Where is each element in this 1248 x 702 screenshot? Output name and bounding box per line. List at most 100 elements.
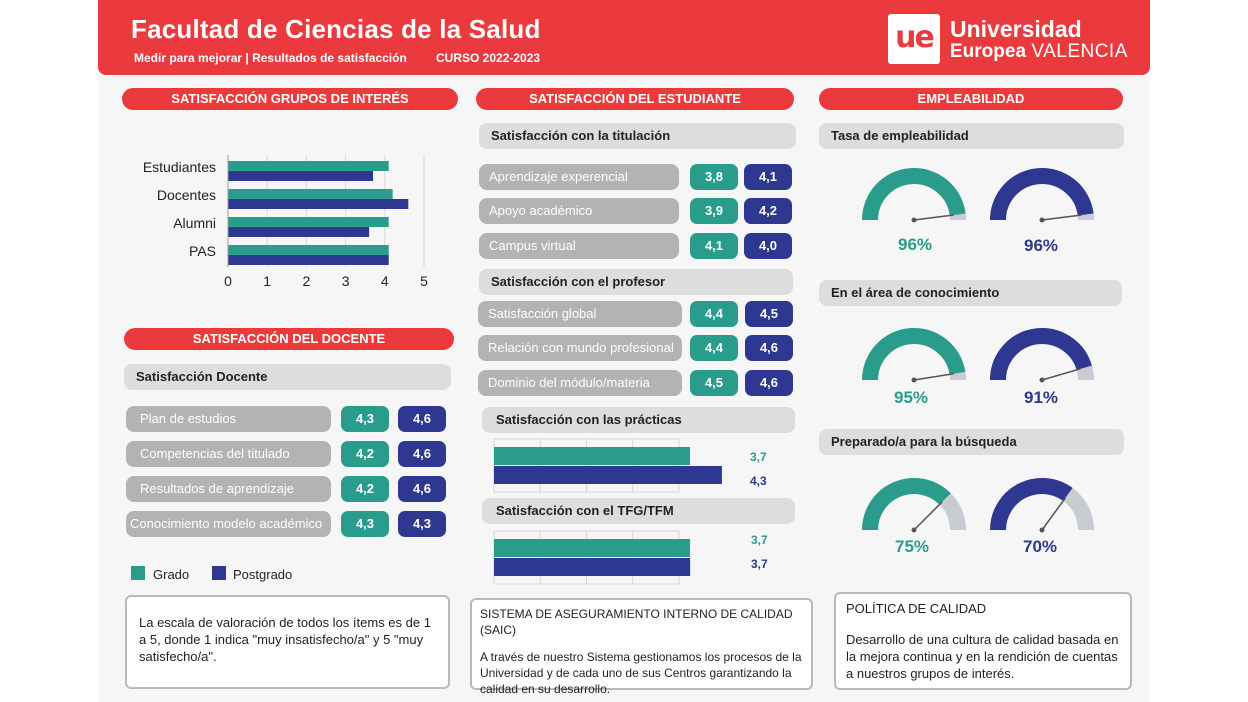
docente-postgrado-value: 4,6 xyxy=(398,441,446,467)
docente-row-label: Plan de estudios xyxy=(126,406,331,432)
titulacion-grado-value: 3,9 xyxy=(690,198,738,224)
tfg-subheader: Satisfacción con el TFG/TFM xyxy=(482,498,795,524)
saic-title: SISTEMA DE ASEGURAMIENTO INTERNO DE CALI… xyxy=(480,607,793,637)
grupos-bar-chart: 0 1 2 3 4 5 Estudiantes Docentes Alumni PAS xyxy=(143,155,428,289)
gauge-hub xyxy=(911,377,917,383)
gauge-needle xyxy=(913,373,954,381)
politica-note: POLÍTICA DE CALIDAD Desarrollo de una cu… xyxy=(834,592,1132,690)
section-grupos-title: SATISFACCIÓN GRUPOS DE INTERÉS xyxy=(122,88,458,110)
gauge-tasa-postgrado-value: 96% xyxy=(1023,236,1059,255)
titulacion-postgrado-value: 4,1 xyxy=(744,164,792,190)
politica-title: POLÍTICA DE CALIDAD xyxy=(846,601,987,616)
category-label: Docentes xyxy=(157,187,216,203)
gauge-hub xyxy=(1039,217,1045,223)
docente-row-label: Resultados de aprendizaje xyxy=(126,476,331,502)
docente-postgrado-value: 4,6 xyxy=(398,406,446,432)
gauge-tasa-grado xyxy=(862,168,966,223)
x-tick-label: 3 xyxy=(342,273,350,289)
gauge-hub xyxy=(911,527,917,533)
x-tick-label: 1 xyxy=(263,273,271,289)
tfg-postgrado-label: 3,7 xyxy=(751,557,768,571)
gauge-subheader: Preparado/a para la búsqueda xyxy=(819,429,1124,455)
titulacion-row-label: Apoyo académico xyxy=(479,198,679,224)
bar-postgrado xyxy=(228,171,374,181)
logo-europea: Europea xyxy=(950,41,1027,62)
course-year: CURSO 2022-2023 xyxy=(436,51,541,65)
bar-grado xyxy=(228,189,393,199)
profesor-subheader: Satisfacción con el profesor xyxy=(479,269,793,295)
section-docente-title: SATISFACCIÓN DEL DOCENTE xyxy=(124,328,454,350)
profesor-postgrado-value: 4,6 xyxy=(745,335,793,361)
university-logo-mark: ue xyxy=(888,14,940,64)
gauge-busqueda-grado xyxy=(862,478,966,533)
gauge-needle xyxy=(1041,214,1082,221)
scale-note-text: La escala de valoración de todos los íte… xyxy=(139,615,431,664)
bar-postgrado xyxy=(228,255,389,265)
profesor-row-label: Dominio del módulo/materia xyxy=(478,370,682,396)
gauge-needle xyxy=(913,214,954,221)
bar-grado xyxy=(494,447,691,465)
profesor-postgrado-value: 4,5 xyxy=(745,301,793,327)
gauge-area-postgrado xyxy=(990,328,1094,383)
category-label: PAS xyxy=(189,243,216,259)
legend-grado-swatch xyxy=(131,566,145,580)
saic-note: SISTEMA DE ASEGURAMIENTO INTERNO DE CALI… xyxy=(470,598,813,696)
titulacion-postgrado-value: 4,0 xyxy=(744,233,792,259)
section-estudiante-title: SATISFACCIÓN DEL ESTUDIANTE xyxy=(476,88,794,110)
profesor-row-label: Relación con mundo profesional xyxy=(478,335,682,361)
profesor-postgrado-value: 4,6 xyxy=(745,370,793,396)
practicas-grado-label: 3,7 xyxy=(750,450,767,464)
titulacion-subheader: Satisfacción con la titulación xyxy=(479,123,796,149)
tfg-bar-chart xyxy=(493,530,691,585)
gauge-fill xyxy=(862,328,966,381)
x-tick-label: 2 xyxy=(303,273,311,289)
docente-grado-value: 4,3 xyxy=(341,511,389,537)
docente-grado-value: 4,3 xyxy=(341,406,389,432)
profesor-grado-value: 4,4 xyxy=(690,335,738,361)
profesor-row-label: Satisfacción global xyxy=(478,301,682,327)
gauge-fill xyxy=(862,168,966,221)
bar-postgrado xyxy=(228,227,370,237)
docente-row-label: Conocimiento modelo académico xyxy=(126,511,331,537)
section-empleabilidad-title: EMPLEABILIDAD xyxy=(819,88,1123,110)
docente-grado-value: 4,2 xyxy=(341,441,389,467)
gauge-fill xyxy=(990,478,1073,531)
gauge-busqueda-grado-value: 75% xyxy=(894,537,930,556)
x-tick-label: 0 xyxy=(224,273,232,289)
profesor-grado-value: 4,4 xyxy=(690,301,738,327)
bar-postgrado xyxy=(228,199,409,209)
gauge-subheader: Tasa de empleabilidad xyxy=(819,123,1124,149)
politica-text: Desarrollo de una cultura de calidad bas… xyxy=(846,632,1119,681)
gauge-needle xyxy=(1041,497,1067,531)
scale-note: La escala de valoración de todos los íte… xyxy=(125,595,450,689)
gauge-area-grado xyxy=(862,328,966,383)
page-subtitle: Medir para mejorar | Resultados de satis… xyxy=(134,51,407,65)
gauge-area-grado-value: 95% xyxy=(893,388,929,407)
practicas-bar-chart xyxy=(493,438,722,493)
gauge-subheader: En el área de conocimiento xyxy=(819,280,1122,306)
x-tick-label: 5 xyxy=(420,273,428,289)
profesor-grado-value: 4,5 xyxy=(690,370,738,396)
titulacion-row-label: Aprendizaje experencial xyxy=(479,164,679,190)
tfg-grado-label: 3,7 xyxy=(751,533,768,547)
bar-grado xyxy=(228,217,389,227)
gauge-hub xyxy=(1039,377,1045,383)
legend-postgrado-swatch xyxy=(212,566,226,580)
logo-line-2: Europea VALENCIA xyxy=(950,41,1128,63)
gauge-needle xyxy=(913,501,943,531)
practicas-subheader: Satisfacción con las prácticas xyxy=(482,407,795,433)
gauge-fill xyxy=(990,168,1094,221)
gauge-fill xyxy=(862,478,951,531)
gauge-area-postgrado-value: 91% xyxy=(1023,388,1059,407)
docente-row-label: Competencias del titulado xyxy=(126,441,331,467)
gauge-tasa-postgrado xyxy=(990,168,1094,223)
gauge-busqueda-postgrado xyxy=(990,478,1094,533)
titulacion-postgrado-value: 4,2 xyxy=(744,198,792,224)
legend-grado-label: Grado xyxy=(153,567,190,582)
gauge-hub xyxy=(911,217,917,223)
docente-postgrado-value: 4,6 xyxy=(398,476,446,502)
category-label: Alumni xyxy=(173,215,216,231)
bar-grado xyxy=(228,245,389,255)
x-tick-label: 4 xyxy=(381,273,389,289)
titulacion-grado-value: 3,8 xyxy=(690,164,738,190)
